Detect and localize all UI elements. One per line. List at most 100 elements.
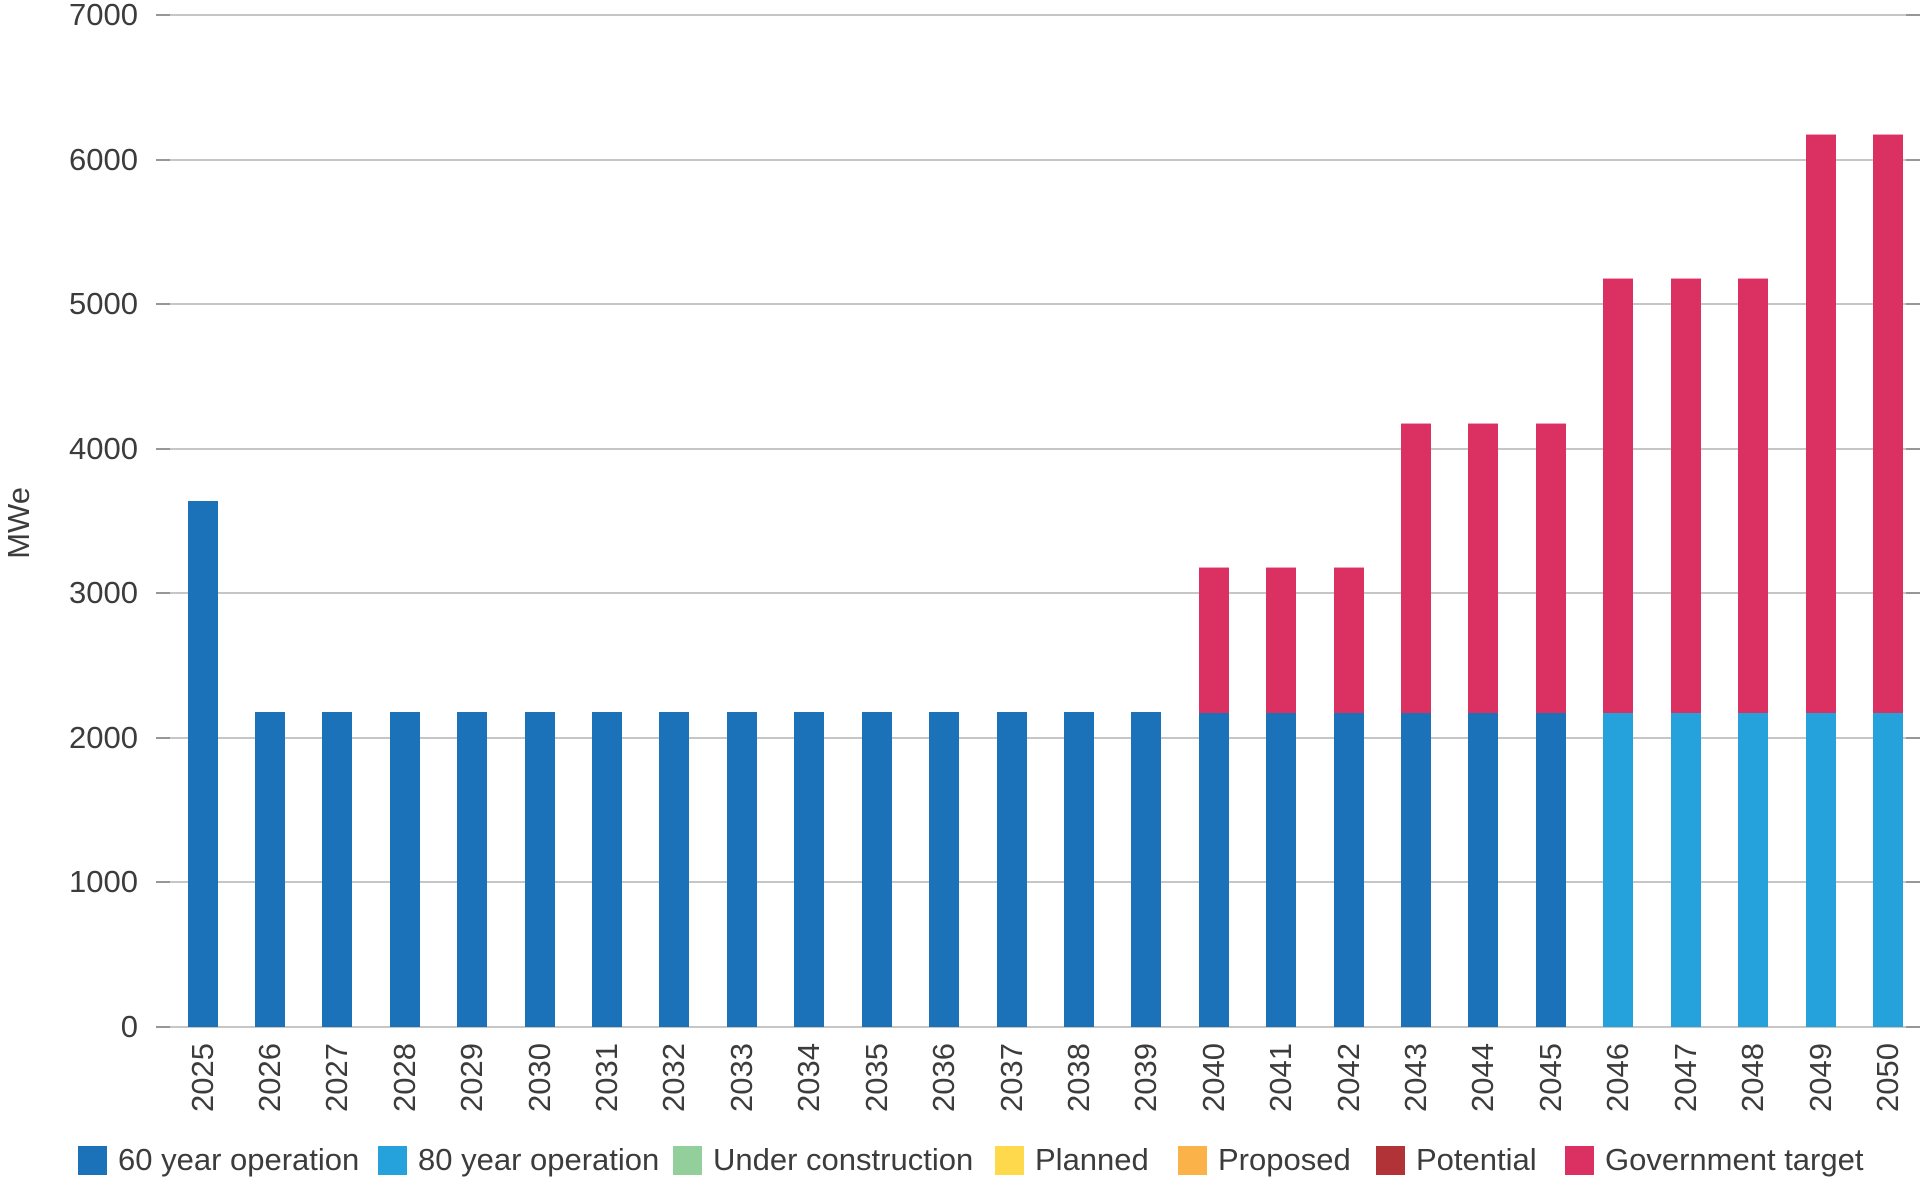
axis-tick [1906,14,1920,16]
y-tick-label-4000: 4000 [69,430,138,466]
y-tick-label-7000: 7000 [69,0,138,32]
bar-2041-60-year-operation[interactable] [1266,711,1297,1027]
x-tick-label-2039: 2039 [1128,1043,1164,1112]
x-tick-label-2032: 2032 [656,1043,692,1112]
bar-2048-government-target[interactable] [1738,278,1769,713]
bar-2036-60-year-operation[interactable] [929,711,960,1027]
bar-2043-60-year-operation[interactable] [1401,711,1432,1027]
bar-2045-government-target[interactable] [1535,422,1566,713]
legend-item-potential[interactable]: Potential [1376,1144,1537,1176]
x-tick-label-2037: 2037 [993,1043,1029,1112]
legend-item-80-year-operation[interactable]: 80 year operation [378,1144,659,1176]
bar-2042-government-target[interactable] [1333,567,1364,713]
legend-item-60-year-operation[interactable]: 60 year operation [78,1144,359,1176]
bar-2044-60-year-operation[interactable] [1468,711,1499,1027]
x-tick-label-2045: 2045 [1532,1043,1568,1112]
legend-item-under-construction[interactable]: Under construction [673,1144,973,1176]
bar-2029-60-year-operation[interactable] [457,711,488,1027]
bar-2050-80-year-operation[interactable] [1873,711,1903,1027]
bar-2037-60-year-operation[interactable] [996,711,1027,1027]
axis-tick [1906,447,1920,450]
bar-2047-80-year-operation[interactable] [1670,711,1701,1027]
gridline-0 [156,1026,1920,1028]
bar-2040-government-target[interactable] [1198,567,1229,713]
legend-label-potential: Potential [1416,1142,1537,1177]
legend-swatch-under-construction [673,1145,702,1175]
bar-2030-60-year-operation[interactable] [524,711,555,1027]
bar-2041-government-target[interactable] [1266,567,1297,713]
x-tick-label-2031: 2031 [589,1043,625,1112]
bar-2045-60-year-operation[interactable] [1535,711,1566,1027]
y-tick-label-2000: 2000 [69,719,138,755]
axis-tick [1906,158,1920,161]
y-tick-label-1000: 1000 [69,864,138,900]
bar-2039-60-year-operation[interactable] [1131,711,1162,1027]
axis-tick [1906,592,1920,595]
gridline-6000 [156,158,1920,161]
bar-2026-60-year-operation[interactable] [254,711,285,1027]
x-tick-label-2044: 2044 [1465,1043,1501,1112]
bar-2031-60-year-operation[interactable] [592,711,623,1027]
legend-swatch-80-year-operation [378,1145,407,1175]
x-tick-label-2041: 2041 [1263,1043,1299,1112]
bar-2033-60-year-operation[interactable] [726,711,757,1027]
legend-item-planned[interactable]: Planned [995,1144,1149,1176]
axis-tick [156,303,170,306]
bar-2049-80-year-operation[interactable] [1805,711,1836,1027]
x-tick-label-2030: 2030 [521,1043,557,1112]
bar-2050-government-target[interactable] [1873,133,1903,713]
bar-2042-60-year-operation[interactable] [1333,711,1364,1027]
axis-tick [156,881,170,884]
bar-2035-60-year-operation[interactable] [861,711,892,1027]
bar-2025-60-year-operation[interactable] [187,500,218,1027]
legend-swatch-60-year-operation [78,1145,107,1175]
bar-2046-80-year-operation[interactable] [1603,711,1634,1027]
bar-2044-government-target[interactable] [1468,422,1499,713]
bar-2048-80-year-operation[interactable] [1738,711,1769,1027]
x-tick-label-2035: 2035 [858,1043,894,1112]
bar-2032-60-year-operation[interactable] [659,711,690,1027]
x-tick-label-2049: 2049 [1802,1043,1838,1112]
legend-swatch-potential [1376,1145,1405,1175]
bar-2028-60-year-operation[interactable] [389,711,420,1027]
y-tick-label-3000: 3000 [69,575,138,611]
bar-2047-government-target[interactable] [1670,278,1701,713]
axis-tick [1906,1026,1920,1028]
legend-label-60-year-operation: 60 year operation [118,1142,360,1177]
gridline-7000 [156,14,1920,16]
x-tick-label-2034: 2034 [791,1043,827,1112]
axis-tick [156,447,170,450]
gridline-3000 [156,592,1920,595]
bar-2046-government-target[interactable] [1603,278,1634,713]
legend-label-80-year-operation: 80 year operation [418,1142,660,1177]
legend-label-government-target: Government target [1605,1142,1864,1177]
legend-swatch-planned [995,1145,1024,1175]
legend-item-proposed[interactable]: Proposed [1178,1144,1351,1176]
x-tick-label-2029: 2029 [454,1043,490,1112]
bar-2049-government-target[interactable] [1805,133,1836,713]
x-tick-label-2025: 2025 [184,1043,220,1112]
y-tick-label-5000: 5000 [69,286,138,322]
bar-2043-government-target[interactable] [1401,422,1432,713]
x-tick-label-2043: 2043 [1398,1043,1434,1112]
bar-2034-60-year-operation[interactable] [794,711,825,1027]
bar-2027-60-year-operation[interactable] [322,711,353,1027]
legend-swatch-government-target [1565,1145,1594,1175]
axis-tick [156,592,170,595]
gridline-4000 [156,447,1920,450]
legend-label-under-construction: Under construction [713,1142,974,1177]
y-tick-label-0: 0 [120,1009,138,1044]
x-tick-label-2036: 2036 [926,1043,962,1112]
axis-tick [156,736,170,739]
axis-tick [1906,736,1920,739]
axis-tick [156,14,170,16]
bar-2038-60-year-operation[interactable] [1063,711,1094,1027]
legend-label-proposed: Proposed [1218,1142,1351,1177]
x-tick-label-2026: 2026 [251,1043,287,1112]
x-tick-label-2027: 2027 [319,1043,355,1112]
bar-2040-60-year-operation[interactable] [1198,711,1229,1027]
x-tick-label-2048: 2048 [1735,1043,1771,1112]
axis-tick [156,158,170,161]
legend-item-government-target[interactable]: Government target [1565,1144,1863,1176]
